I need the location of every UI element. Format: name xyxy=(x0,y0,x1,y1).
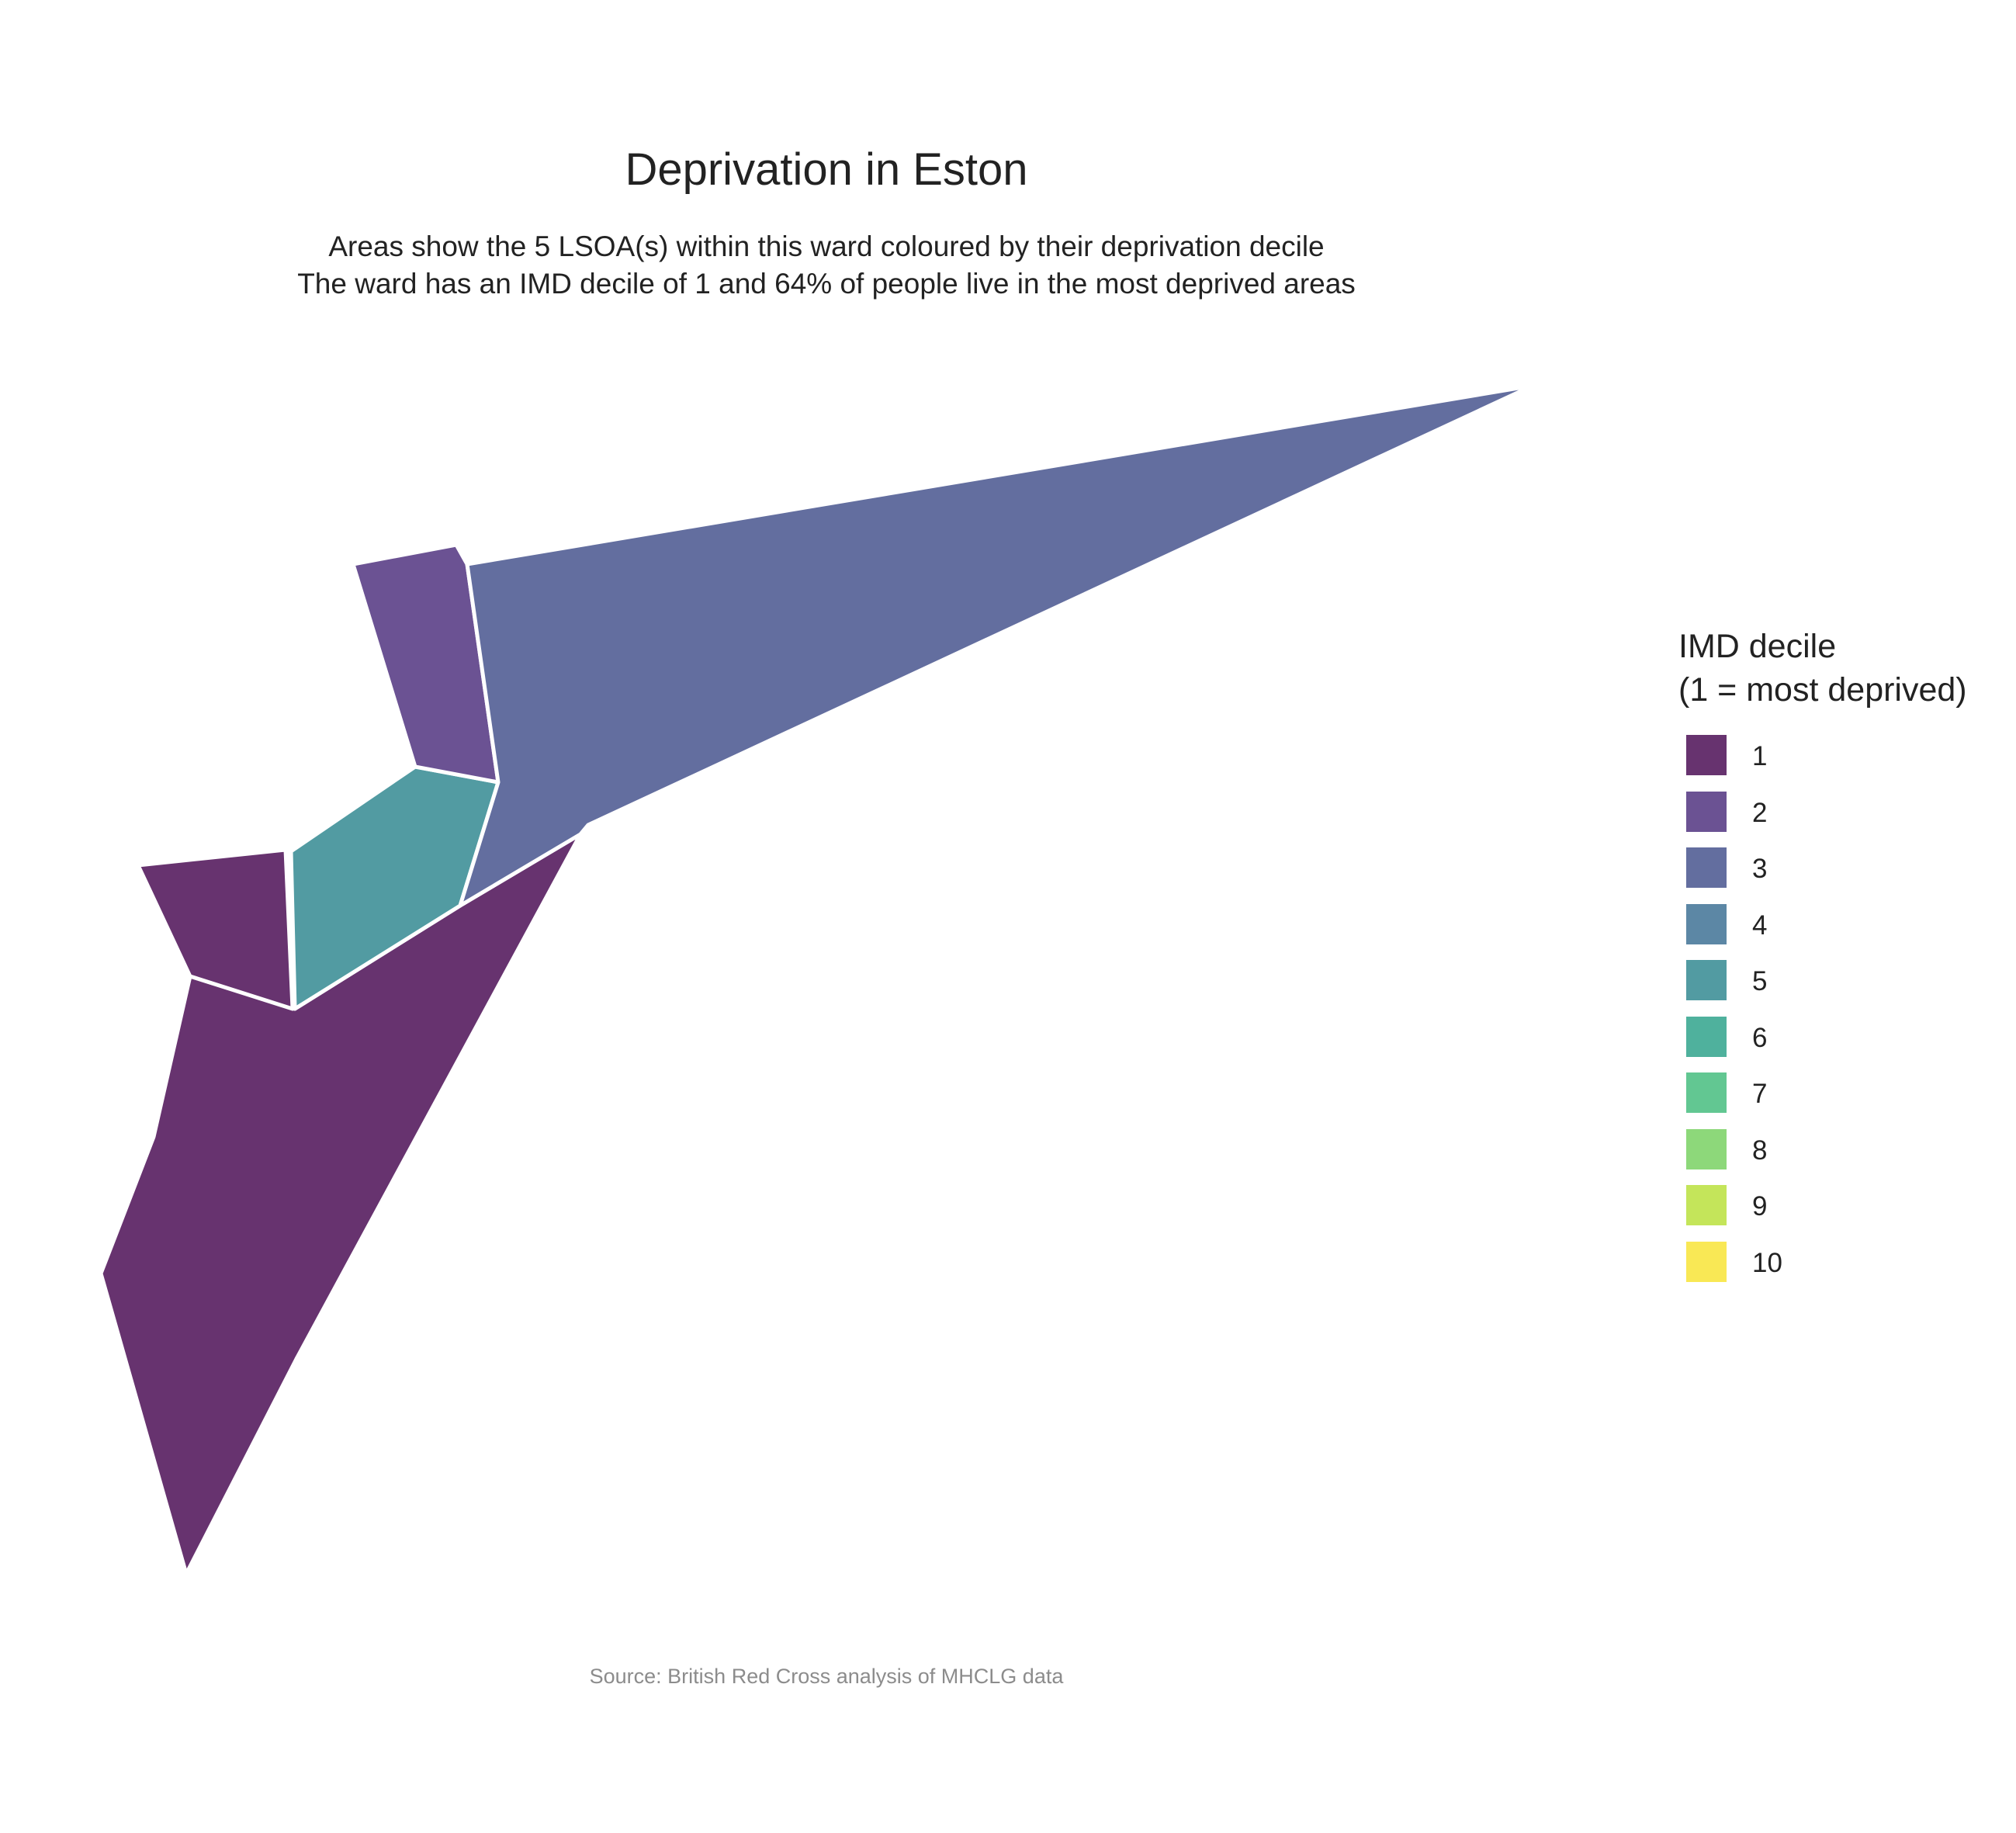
legend-swatch-1 xyxy=(1686,735,1727,775)
legend-swatch-2 xyxy=(1686,791,1727,832)
legend-label-9: 9 xyxy=(1752,1191,1768,1221)
legend-swatch-5 xyxy=(1686,960,1727,1000)
legend-label-5: 5 xyxy=(1752,966,1768,996)
legend-item-9: 9 xyxy=(1678,1185,1967,1242)
subtitle-line-1: Areas show the 5 LSOA(s) within this war… xyxy=(328,230,1325,262)
legend-label-7: 7 xyxy=(1752,1079,1768,1109)
legend-item-3: 3 xyxy=(1678,847,1967,904)
legend-item-5: 5 xyxy=(1678,960,1967,1017)
subtitle-line-2: The ward has an IMD decile of 1 and 64% … xyxy=(297,268,1356,300)
legend-label-4: 4 xyxy=(1752,910,1768,941)
legend-item-4: 4 xyxy=(1678,903,1967,961)
legend-item-2: 2 xyxy=(1678,791,1967,848)
lsoa-area-west[interactable] xyxy=(136,847,295,1011)
legend-swatch-3 xyxy=(1686,847,1727,888)
legend: IMD decile (1 = most deprived) 1 2 3 4 5 6 7 8 9… xyxy=(1678,625,1967,1298)
legend-label-1: 1 xyxy=(1752,741,1768,771)
legend-swatch-7 xyxy=(1686,1072,1727,1113)
legend-label-10: 10 xyxy=(1752,1247,1782,1278)
legend-swatch-6 xyxy=(1686,1016,1727,1057)
map-title: Deprivation in Eston xyxy=(625,144,1028,195)
source-caption: Source: British Red Cross analysis of MH… xyxy=(589,1665,1064,1688)
lsoa-area-east[interactable] xyxy=(458,383,1535,908)
legend-swatch-4 xyxy=(1686,903,1727,944)
legend-item-10: 10 xyxy=(1678,1241,1967,1298)
legend-item-6: 6 xyxy=(1678,1016,1967,1073)
legend-label-8: 8 xyxy=(1752,1135,1768,1166)
legend-item-8: 8 xyxy=(1678,1128,1967,1186)
legend-items: 1 2 3 4 5 6 7 8 9 10 xyxy=(1678,735,1967,1298)
legend-swatch-9 xyxy=(1686,1185,1727,1225)
legend-item-1: 1 xyxy=(1678,735,1967,792)
legend-swatch-8 xyxy=(1686,1128,1727,1169)
legend-swatch-10 xyxy=(1686,1241,1727,1282)
legend-title-line-2: (1 = most deprived) xyxy=(1678,671,1967,709)
legend-label-2: 2 xyxy=(1752,797,1768,828)
legend-title-line-1: IMD decile xyxy=(1678,628,1837,665)
legend-label-3: 3 xyxy=(1752,854,1768,884)
legend-item-7: 7 xyxy=(1678,1072,1967,1129)
choropleth-map xyxy=(101,383,1535,1574)
legend-label-6: 6 xyxy=(1752,1022,1768,1053)
